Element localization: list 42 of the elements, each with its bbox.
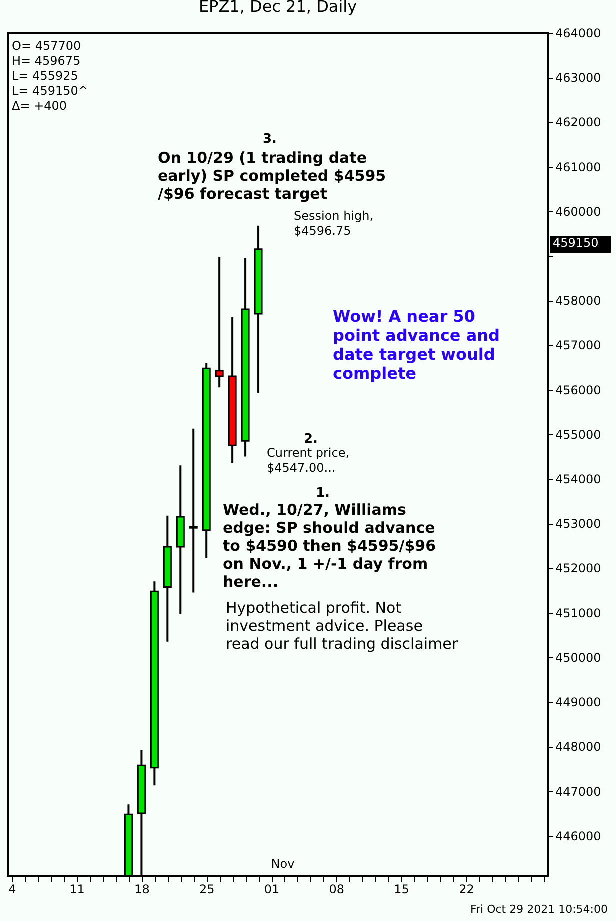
x-tick-label: 25 xyxy=(199,882,215,896)
y-tick-label: 457000 xyxy=(556,338,602,353)
annotation: 2. xyxy=(304,432,318,447)
x-tick-label: 11 xyxy=(70,882,85,896)
text: 459150 xyxy=(553,236,599,250)
y-tick-label: 449000 xyxy=(556,696,602,710)
x-tick-label: 4 xyxy=(8,882,16,896)
annotation: Wow! A near 50 point advance and date target would complete xyxy=(333,307,500,383)
x-tick-label: 15 xyxy=(394,882,410,896)
text: Fri Oct 29 2021 10:54:00 xyxy=(470,903,608,916)
chart-title: EPZ1, Dec 21, Daily xyxy=(198,0,358,16)
annotation: Session high, $4596.75 xyxy=(294,209,374,238)
y-tick-label: 456000 xyxy=(556,383,602,398)
annotation: Hypothetical profit. Not investment advice. Please read our full trading disclaimer xyxy=(226,599,459,653)
annotation: Current price, $4547.00... xyxy=(267,446,350,475)
x-tick-label: 01 xyxy=(264,882,280,896)
annotation: 3. xyxy=(263,132,277,147)
y-tick-label: 460000 xyxy=(556,204,602,219)
y-tick-label: 447000 xyxy=(556,784,602,799)
candlestick xyxy=(215,256,224,389)
y-tick-label: 455000 xyxy=(556,428,602,442)
x-tick-label: 22 xyxy=(459,882,474,896)
y-tick-label: 453000 xyxy=(556,517,602,532)
annotation: On 10/29 (1 trading date early) SP completed $4595 /$96 forecast target xyxy=(158,149,386,203)
annotation: Nov xyxy=(271,857,295,871)
y-tick-label: 451000 xyxy=(556,606,602,620)
x-tick-label: 08 xyxy=(329,882,345,896)
y-tick-label: 452000 xyxy=(556,562,602,576)
annotation: Wed., 10/27, Williams edge: SP should advance to $4590 then $4595/$96 on Nov., 1 +/-1 day from here... xyxy=(223,501,436,591)
annotation: 1. xyxy=(316,486,330,501)
y-tick-label: 458000 xyxy=(556,294,602,308)
y-tick-label: 463000 xyxy=(556,71,602,86)
y-tick-label: 450000 xyxy=(556,650,602,665)
candlestick xyxy=(189,428,198,594)
y-tick-label: 454000 xyxy=(556,472,602,487)
annotation: O= 457700 H= 459675 L= 455925 L= 459150^ Δ= +400 xyxy=(12,39,88,113)
y-tick-label: 446000 xyxy=(556,829,602,844)
y-tick-label: 461000 xyxy=(556,160,602,174)
y-tick-label: 448000 xyxy=(556,740,602,754)
x-tick-label: 18 xyxy=(134,882,150,896)
y-tick-label: 464000 xyxy=(556,26,602,40)
y-tick-label: 462000 xyxy=(556,116,602,130)
